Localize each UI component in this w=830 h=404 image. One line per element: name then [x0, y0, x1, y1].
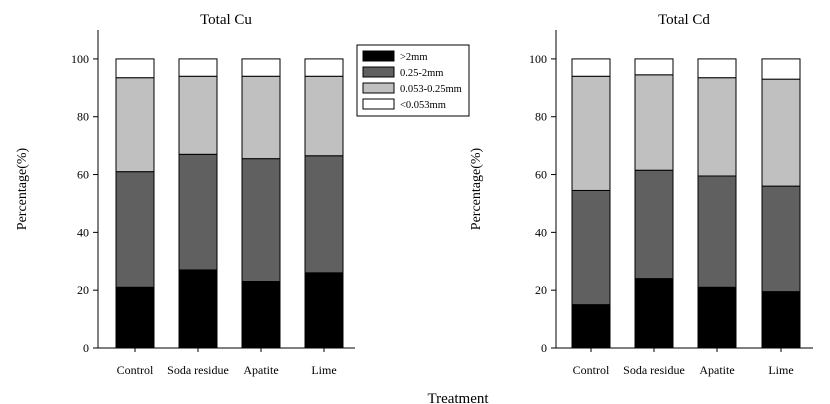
- bar-segment-1: [634, 278, 674, 349]
- bar-segment-4: [115, 58, 155, 79]
- legend-swatch: [362, 50, 395, 62]
- bar-segment-4: [571, 58, 611, 77]
- y-ticks-group: 0 20 40 60 80 100: [529, 52, 556, 355]
- bar-segment-2: [241, 158, 281, 283]
- y-tick-label: 100: [529, 52, 547, 66]
- bar-segment-1: [697, 286, 737, 349]
- y-tick-label: 60: [77, 168, 89, 182]
- x-tick-label: Apatite: [243, 363, 278, 377]
- chart-title: Total Cd: [658, 12, 710, 28]
- bar-segment-4: [304, 58, 344, 77]
- y-tick-label: 80: [77, 110, 89, 124]
- x-tick-label: Lime: [311, 363, 336, 377]
- y-axis-label: Percentage(%): [469, 147, 484, 230]
- bar-segment-1: [115, 286, 155, 349]
- chart-total-cd: Total Cd Percentage(%) 0 20 40 60 80 100 Cont…: [469, 12, 813, 377]
- x-tick-label: Apatite: [699, 363, 734, 377]
- bar-segment-2: [761, 185, 801, 293]
- y-tick-label: 80: [535, 110, 547, 124]
- bars-group: [571, 58, 801, 349]
- x-tick-label: Control: [573, 363, 610, 377]
- bar-segment-3: [634, 74, 674, 171]
- bar-segment-3: [761, 78, 801, 187]
- bar-segment-4: [634, 58, 674, 76]
- bar-segment-1: [178, 269, 218, 349]
- x-tick-label: Control: [117, 363, 154, 377]
- legend: >2mm 0.25-2mm 0.053-0.25mm <0.053mm: [356, 44, 470, 117]
- bar-segment-1: [241, 281, 281, 349]
- legend-label: 0.25-2mm: [400, 68, 443, 79]
- bar-segment-3: [178, 75, 218, 155]
- bar-segment-1: [304, 272, 344, 349]
- y-tick-label: 0: [541, 341, 547, 355]
- x-axis-label: Treatment: [427, 391, 489, 404]
- y-tick-label: 40: [535, 225, 547, 239]
- bar-segment-4: [697, 58, 737, 79]
- bar-segment-4: [241, 58, 281, 77]
- legend-label: 0.053-0.25mm: [400, 84, 462, 95]
- bar-segment-3: [304, 75, 344, 157]
- bar-segment-4: [178, 58, 218, 77]
- bar-segment-1: [571, 304, 611, 349]
- y-tick-label: 20: [77, 283, 89, 297]
- y-ticks-group: 0 20 40 60 80 100: [71, 52, 98, 355]
- legend-label: >2mm: [400, 52, 428, 63]
- bar-segment-3: [697, 77, 737, 177]
- bar-segment-2: [634, 169, 674, 280]
- x-tick-label: Soda residue: [167, 363, 229, 377]
- bar-segment-2: [115, 171, 155, 288]
- bar-segment-4: [761, 58, 801, 80]
- x-tick-label: Soda residue: [623, 363, 685, 377]
- bars-group: [115, 58, 344, 349]
- y-tick-label: 60: [535, 168, 547, 182]
- legend-swatch: [362, 66, 395, 78]
- legend-swatch: [362, 82, 395, 94]
- x-tick-label: Lime: [768, 363, 793, 377]
- bar-segment-1: [761, 291, 801, 349]
- x-ticks-group: Control Soda residue Apatite Lime: [573, 348, 794, 377]
- x-ticks-group: Control Soda residue Apatite Lime: [117, 348, 337, 377]
- y-tick-label: 100: [71, 52, 89, 66]
- legend-label: <0.053mm: [400, 100, 446, 111]
- y-tick-label: 0: [83, 341, 89, 355]
- legend-swatch: [362, 98, 395, 110]
- chart-total-cu: Total Cu Percentage(%) 0 20 40 60 80 100 Cont…: [15, 12, 355, 377]
- y-tick-label: 20: [535, 283, 547, 297]
- bar-segment-2: [571, 189, 611, 306]
- bar-segment-2: [304, 155, 344, 274]
- bar-segment-3: [115, 77, 155, 173]
- y-tick-label: 40: [77, 225, 89, 239]
- y-axis-label: Percentage(%): [15, 147, 30, 230]
- chart-title: Total Cu: [200, 12, 252, 28]
- bar-segment-2: [697, 175, 737, 288]
- bar-segment-2: [178, 153, 218, 271]
- bar-segment-3: [241, 75, 281, 160]
- bar-segment-3: [571, 75, 611, 191]
